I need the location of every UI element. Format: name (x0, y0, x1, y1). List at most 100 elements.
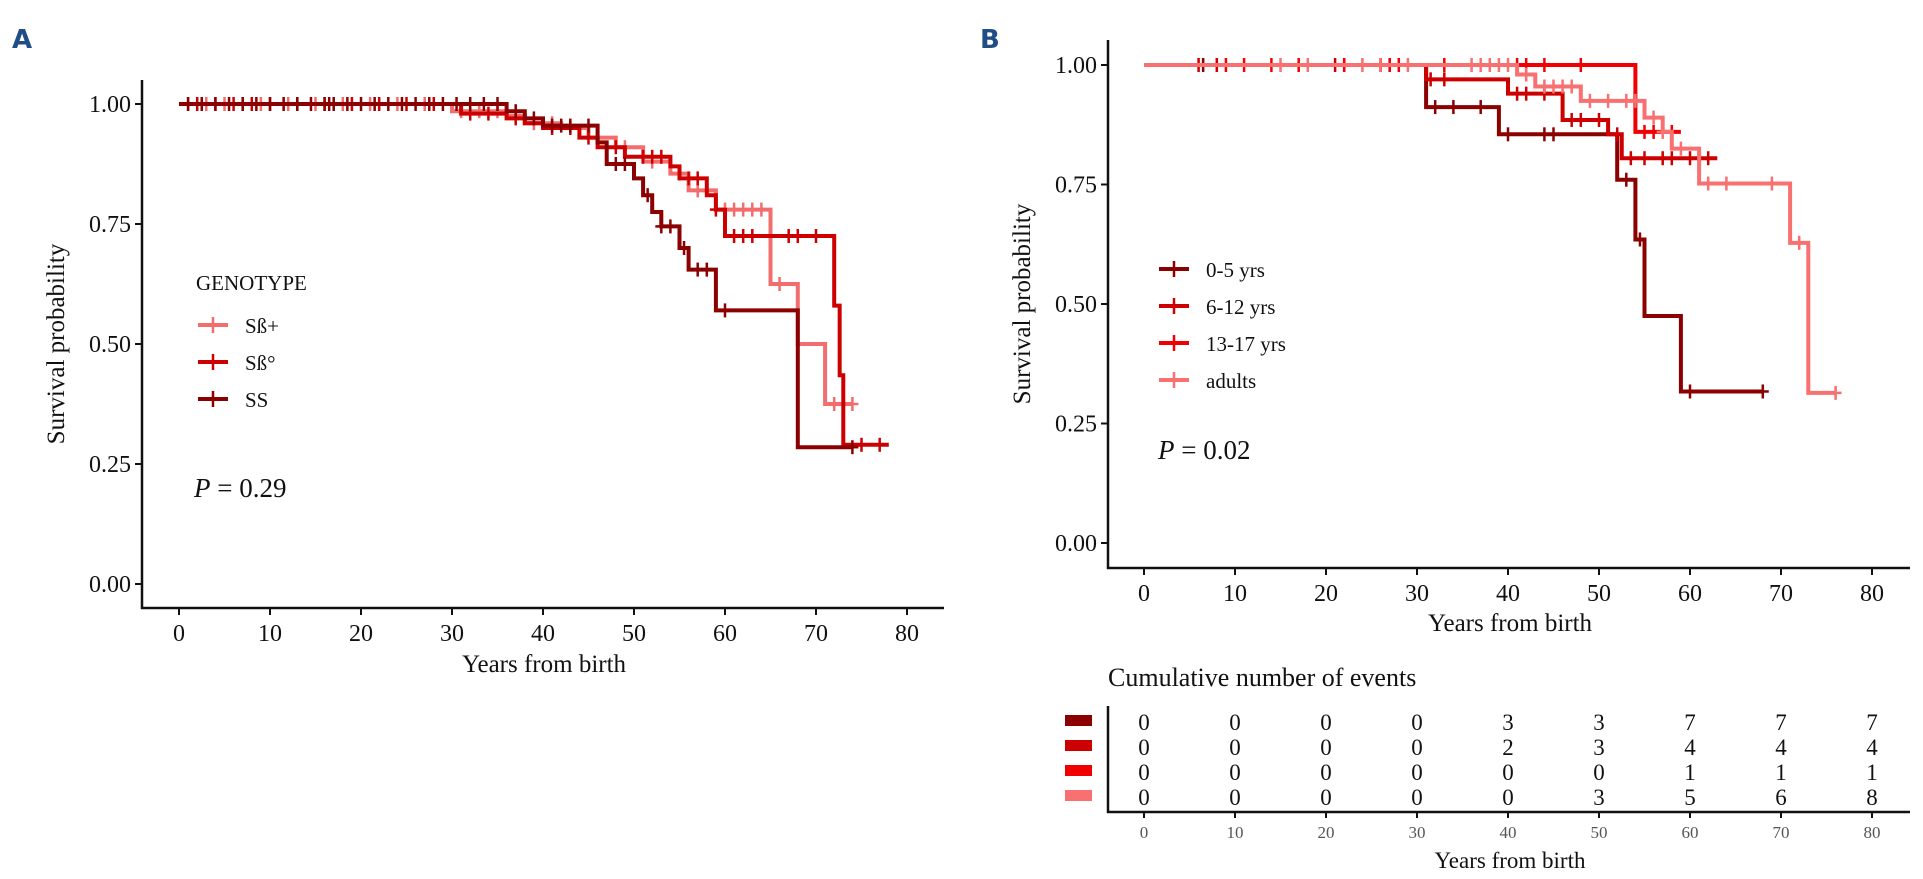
risk-row-color-swatch (1065, 740, 1092, 751)
x-tick-label: 70 (1769, 581, 1793, 607)
panel-a-chart: 0.00 0.25 0.50 0.75 1.00 0 10 20 30 40 50 60 70 80 S… (43, 80, 944, 678)
panel-b-legend: 0-5 yrs 6-12 yrs 13-17 yrs adults (1159, 258, 1286, 393)
risk-x-tick-label: 70 (1773, 823, 1790, 842)
x-tick-label: 0 (1138, 581, 1150, 607)
risk-table-title: Cumulative number of events (1108, 663, 1416, 692)
legend-label: 0-5 yrs (1206, 258, 1265, 282)
panel-label-a: A (12, 25, 32, 55)
risk-table-cell: 0 (1138, 785, 1150, 810)
risk-table-cell: 4 (1775, 735, 1787, 760)
x-tick-label: 70 (804, 621, 828, 647)
risk-table-cell: 0 (1229, 785, 1241, 810)
km-series-adults (1144, 58, 1842, 400)
risk-table-cell: 1 (1866, 760, 1878, 785)
risk-table-cell: 0 (1320, 785, 1332, 810)
panel-b-curves (1144, 58, 1842, 400)
risk-table-cell: 0 (1320, 710, 1332, 735)
legend-label: 6-12 yrs (1206, 295, 1275, 319)
risk-x-tick-label: 20 (1318, 823, 1335, 842)
risk-table-cell: 0 (1320, 760, 1332, 785)
legend-item: 13-17 yrs (1159, 332, 1286, 356)
risk-table-cell: 3 (1593, 785, 1605, 810)
legend-item: Sß+ (198, 314, 279, 338)
x-tick-label: 50 (1587, 581, 1611, 607)
legend-item: 0-5 yrs (1159, 258, 1265, 282)
legend-label: Sß° (245, 351, 276, 375)
risk-table-cell: 7 (1684, 710, 1696, 735)
y-tick-label: 0.00 (89, 572, 131, 598)
risk-table-cell: 3 (1593, 710, 1605, 735)
risk-table-cell: 0 (1138, 710, 1150, 735)
panel-b-p-text: = 0.02 (1175, 435, 1251, 465)
panel-a-curves (179, 97, 889, 455)
risk-table-row: 0 0 0 0 2 3 4 4 4 (1065, 735, 1878, 760)
risk-table-cell: 3 (1502, 710, 1514, 735)
legend-item: Sß° (198, 351, 276, 375)
risk-table-cell: 0 (1229, 710, 1241, 735)
risk-table-cell: 0 (1502, 760, 1514, 785)
x-tick-label: 80 (895, 621, 919, 647)
x-tick-label: 20 (1314, 581, 1338, 607)
panel-b-chart: 0.00 0.25 0.50 0.75 1.00 0 10 20 30 40 50 60 70 80 S… (1009, 40, 1910, 637)
km-series-6-12-yrs (1144, 58, 1718, 166)
risk-table-row: 0 0 0 0 0 0 1 1 1 (1065, 760, 1878, 785)
x-tick-label: 40 (1496, 581, 1520, 607)
risk-table-cell: 8 (1866, 785, 1878, 810)
risk-row-color-swatch (1065, 790, 1092, 801)
x-tick-label: 30 (1405, 581, 1429, 607)
risk-x-tick-label: 30 (1409, 823, 1426, 842)
panel-a-y-ticks: 0.00 0.25 0.50 0.75 1.00 (89, 92, 142, 598)
km-series-0-5-yrs (1144, 58, 1769, 399)
panel-b-x-ticks: 0 10 20 30 40 50 60 70 80 (1138, 568, 1884, 607)
legend-item: adults (1159, 369, 1256, 393)
risk-x-tick-label: 10 (1227, 823, 1244, 842)
risk-table-cell: 7 (1775, 710, 1787, 735)
legend-label: SS (245, 388, 268, 412)
risk-table-cell: 0 (1138, 760, 1150, 785)
x-tick-label: 10 (258, 621, 282, 647)
km-series-ss (179, 97, 859, 455)
risk-table-cell: 0 (1138, 735, 1150, 760)
y-tick-label: 0.25 (89, 452, 131, 478)
panel-b-y-ticks: 0.00 0.25 0.50 0.75 1.00 (1055, 53, 1108, 557)
risk-x-tick-label: 50 (1591, 823, 1608, 842)
x-tick-label: 50 (622, 621, 646, 647)
y-tick-label: 0.50 (1055, 292, 1097, 318)
y-tick-label: 0.75 (89, 212, 131, 238)
km-step-line (1144, 63, 1718, 161)
risk-table-cell: 5 (1684, 785, 1696, 810)
risk-table-cell: 4 (1684, 735, 1696, 760)
risk-table-cell: 0 (1320, 735, 1332, 760)
panel-b-p-value: P = 0.02 (1157, 435, 1250, 465)
panel-a-p-symbol: P (193, 473, 211, 503)
y-tick-label: 0.25 (1055, 412, 1097, 438)
risk-table-x-axis-title: Years from birth (1435, 848, 1586, 873)
x-tick-label: 30 (440, 621, 464, 647)
risk-table-cell: 3 (1593, 735, 1605, 760)
legend-label: adults (1206, 369, 1256, 393)
y-tick-label: 1.00 (1055, 53, 1097, 79)
risk-x-tick-label: 0 (1140, 823, 1149, 842)
panel-a-legend: GENOTYPE Sß+ Sß° SS (196, 271, 307, 412)
risk-table-cell: 4 (1866, 735, 1878, 760)
risk-x-tick-label: 40 (1500, 823, 1517, 842)
km-step-line (1144, 63, 1836, 395)
x-tick-label: 0 (173, 621, 185, 647)
km-step-line (179, 102, 853, 406)
legend-label: Sß+ (245, 314, 279, 338)
km-series-13-17-yrs (1144, 58, 1681, 139)
x-tick-label: 20 (349, 621, 373, 647)
risk-table: Cumulative number of events 0 0 0 0 3 3 7 7 70 0 0… (1065, 663, 1910, 873)
risk-table-cell: 0 (1411, 785, 1423, 810)
x-tick-label: 40 (531, 621, 555, 647)
risk-table-cell: 0 (1502, 785, 1514, 810)
legend-label: 13-17 yrs (1206, 332, 1286, 356)
risk-table-cell: 0 (1229, 735, 1241, 760)
risk-row-color-swatch (1065, 765, 1092, 776)
risk-table-row: 0 0 0 0 3 3 7 7 7 (1065, 710, 1878, 735)
panel-a-p-value: P = 0.29 (193, 473, 286, 503)
y-tick-label: 0.00 (1055, 531, 1097, 557)
risk-table-cell: 7 (1866, 710, 1878, 735)
risk-table-cell: 0 (1411, 710, 1423, 735)
panel-b-y-axis-title: Survival probability (1009, 203, 1036, 404)
